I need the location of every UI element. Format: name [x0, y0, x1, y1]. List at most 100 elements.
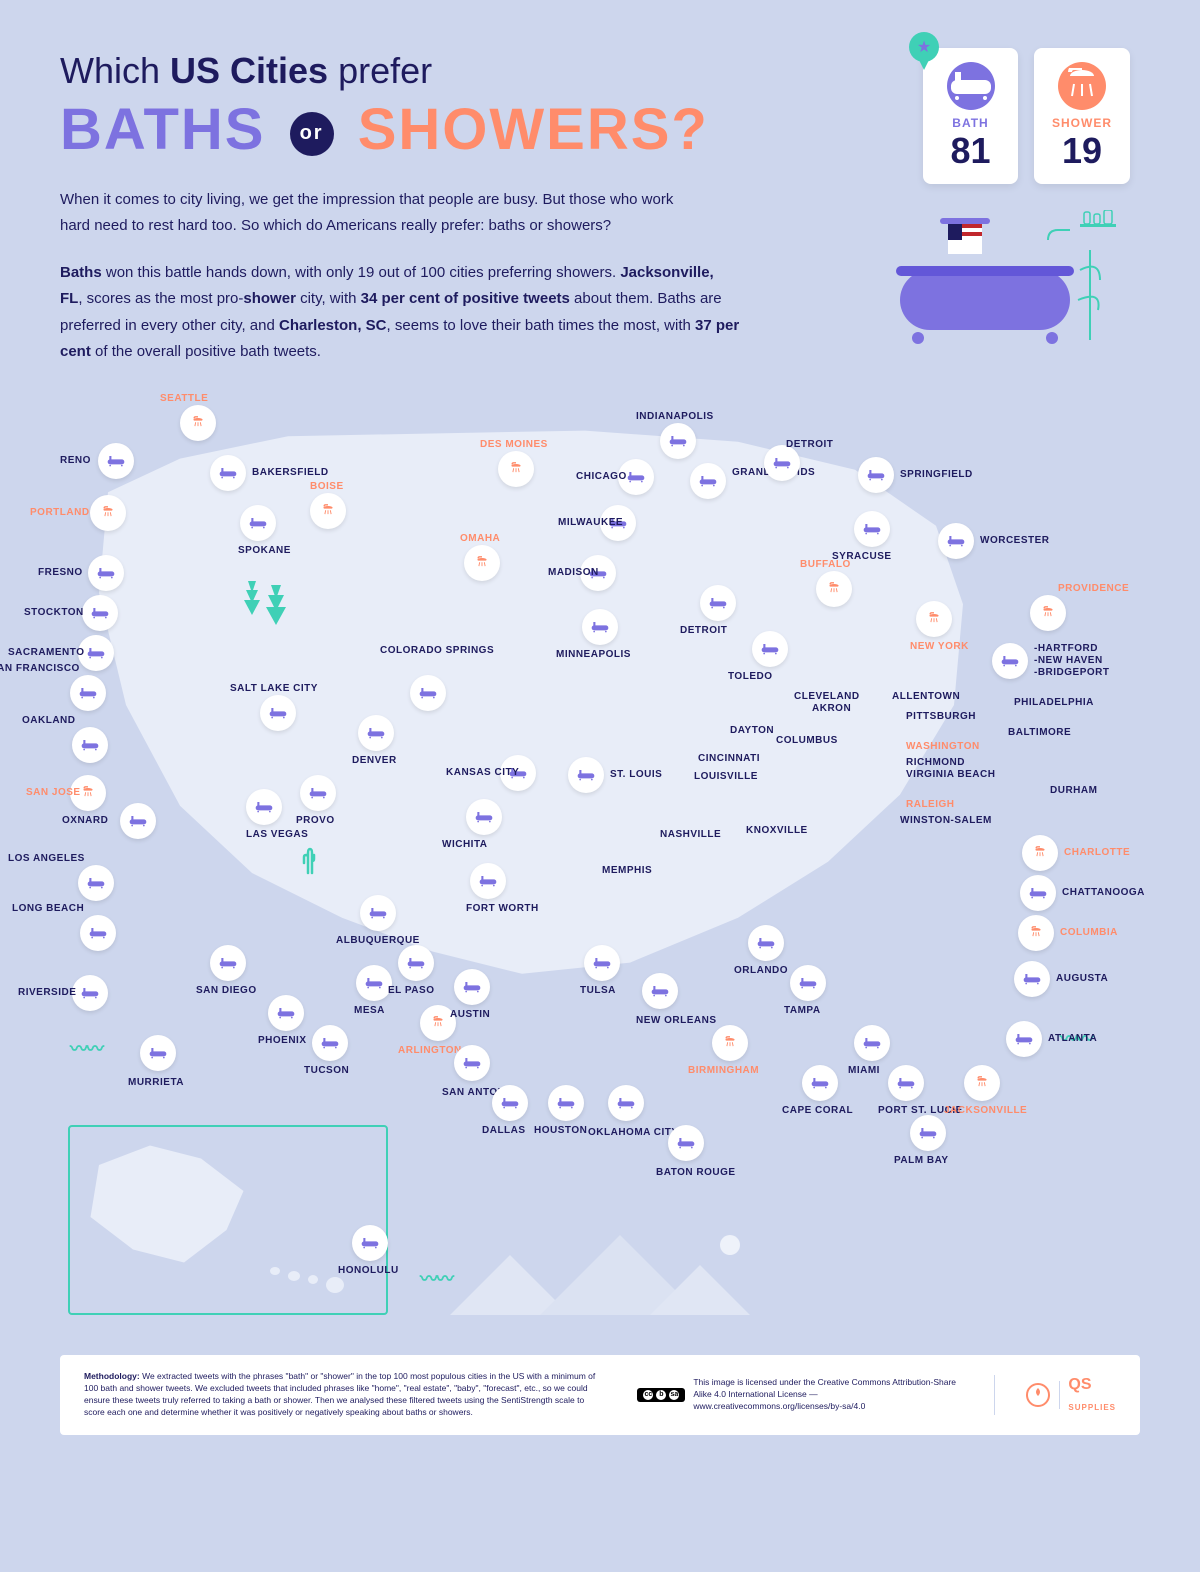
title-bold: US Cities — [170, 50, 328, 91]
city-label-louisville: LOUISVILLE — [694, 771, 758, 782]
city-label-wichita: WICHITA — [442, 839, 488, 850]
city-label-phoenix: PHOENIX — [258, 1035, 307, 1046]
city-icon-springfield — [858, 457, 894, 493]
city-label-los-angeles: LOS ANGELES — [8, 853, 85, 864]
city-icon-miami — [854, 1025, 890, 1061]
city-icon-omaha — [464, 545, 500, 581]
city-icon-charlotte — [1022, 835, 1058, 871]
city-label-colorado-springs: COLORADO SPRINGS — [380, 645, 494, 656]
city-label-salt-lake-city: SALT LAKE CITY — [230, 683, 318, 694]
brand-separator — [1059, 1381, 1060, 1409]
mountains-decoration — [450, 1235, 750, 1315]
city-icon-tulsa — [584, 945, 620, 981]
city-label-bakersfield: BAKERSFIELD — [252, 467, 329, 478]
bath-value: 81 — [941, 130, 1000, 172]
city-icon-detroit — [700, 585, 736, 621]
city-label-cleveland: CLEVELAND — [794, 691, 860, 702]
city-label-washington: WASHINGTON — [906, 741, 980, 752]
bath-icon — [947, 62, 995, 110]
city-label-richmond: RICHMOND — [906, 757, 965, 768]
score-cards: ★ BATH 81 SHOWER 19 — [923, 48, 1130, 184]
city-icon-worcester — [938, 523, 974, 559]
city-label-raleigh: RALEIGH — [906, 799, 955, 810]
city-label-virginia-beach: VIRGINIA BEACH — [906, 769, 995, 780]
city-label-minneapolis: MINNEAPOLIS — [556, 649, 631, 660]
shower-value: 19 — [1052, 130, 1112, 172]
city-icon-el-paso — [398, 945, 434, 981]
city-icon-grand-rapids — [690, 463, 726, 499]
city-label-kansas-city: KANSAS CITY — [446, 767, 519, 778]
title-suffix: prefer — [328, 50, 432, 91]
city-label-charlotte: CHARLOTTE — [1064, 847, 1130, 858]
city-label-syracuse: SYRACUSE — [832, 551, 892, 562]
city-label-albuquerque: ALBUQUERQUE — [336, 935, 420, 946]
city-label-nashville: NASHVILLE — [660, 829, 721, 840]
city-icon-tucson — [312, 1025, 348, 1061]
infographic-root: Which US Cities prefer BATHS or SHOWERS?… — [0, 0, 1200, 1435]
city-label-st-louis: ST. LOUIS — [610, 769, 662, 780]
header: Which US Cities prefer BATHS or SHOWERS?… — [0, 0, 1200, 385]
city-label-el-paso: EL PASO — [388, 985, 434, 996]
city-label-arlington: ARLINGTON — [398, 1045, 462, 1056]
city-label-baltimore: BALTIMORE — [1008, 727, 1071, 738]
city-icon-los-angeles — [78, 865, 114, 901]
city-icon-baton-rouge — [668, 1125, 704, 1161]
footer: Methodology: We extracted tweets with th… — [60, 1355, 1140, 1435]
city-icon-wichita — [466, 799, 502, 835]
city-icon-colorado-springs — [410, 675, 446, 711]
city-label-winston-salem: WINSTON-SALEM — [900, 815, 992, 826]
city-label-sacramento: SACRAMENTO — [8, 647, 84, 658]
city-icon-detroit — [764, 445, 800, 481]
city-label-stockton: STOCKTON — [24, 607, 84, 618]
city-label-oklahoma-city: OKLAHOMA CITY — [588, 1127, 679, 1138]
city-icon-murrieta — [140, 1035, 176, 1071]
bath-label: BATH — [941, 116, 1000, 130]
city-label-boise: BOISE — [310, 481, 344, 492]
city-icon-new-york — [916, 601, 952, 637]
cactus-decoration — [300, 845, 320, 875]
city-icon-toledo — [752, 631, 788, 667]
city-icon-cape-coral — [802, 1065, 838, 1101]
city-icon-providence — [1030, 595, 1066, 631]
city-label-spokane: SPOKANE — [238, 545, 291, 556]
city-label-omaha: OMAHA — [460, 533, 500, 544]
city-icon-tampa — [790, 965, 826, 1001]
city-icon-mesa — [356, 965, 392, 1001]
city-icon-orlando — [748, 925, 784, 961]
city-label-fort-worth: FORT WORTH — [466, 903, 539, 914]
city-label-orlando: ORLANDO — [734, 965, 788, 976]
bath-card: ★ BATH 81 — [923, 48, 1018, 184]
methodology-body: We extracted tweets with the phrases "ba… — [84, 1371, 595, 1417]
city-icon-riverside — [72, 975, 108, 1011]
city-icon-indianapolis — [660, 423, 696, 459]
title-or-badge: or — [290, 112, 334, 156]
city-icon-honolulu — [352, 1225, 388, 1261]
city-label-oxnard: OXNARD — [62, 815, 108, 826]
wave-decoration: 〰〰 — [420, 1265, 452, 1291]
brand-logo: QS SUPPLIES — [1025, 1374, 1116, 1416]
city-label-murrieta: MURRIETA — [128, 1077, 184, 1088]
city-icon-oakland — [72, 727, 108, 763]
summary-paragraph: Baths won this battle hands down, with o… — [60, 260, 740, 365]
city-icon-boise — [310, 493, 346, 529]
city-label-las-vegas: LAS VEGAS — [246, 829, 308, 840]
city-label-birmingham: BIRMINGHAM — [688, 1065, 759, 1076]
city-label-knoxville: KNOXVILLE — [746, 825, 808, 836]
city-icon-minneapolis — [582, 609, 618, 645]
city-label-denver: DENVER — [352, 755, 397, 766]
city-label-long-beach: LONG BEACH — [12, 903, 84, 914]
shower-label: SHOWER — [1052, 116, 1112, 130]
city-label-madison: MADISON — [548, 567, 599, 578]
city-label-columbus: COLUMBUS — [776, 735, 838, 746]
city-icon-chattanooga — [1020, 875, 1056, 911]
city-label-springfield: SPRINGFIELD — [900, 469, 973, 480]
city-label-new-orleans: NEW ORLEANS — [636, 1015, 717, 1026]
city-icon-san-francisco — [70, 675, 106, 711]
city-label-philadelphia: PHILADELPHIA — [1014, 697, 1094, 708]
city-label-cincinnati: CINCINNATI — [698, 753, 760, 764]
city-label-baton-rouge: BATON ROUGE — [656, 1167, 736, 1178]
city-label-riverside: RIVERSIDE — [18, 987, 76, 998]
license-text: This image is licensed under the Creativ… — [693, 1377, 964, 1413]
city-icon-birmingham — [712, 1025, 748, 1061]
city-icon-bakersfield — [210, 455, 246, 491]
